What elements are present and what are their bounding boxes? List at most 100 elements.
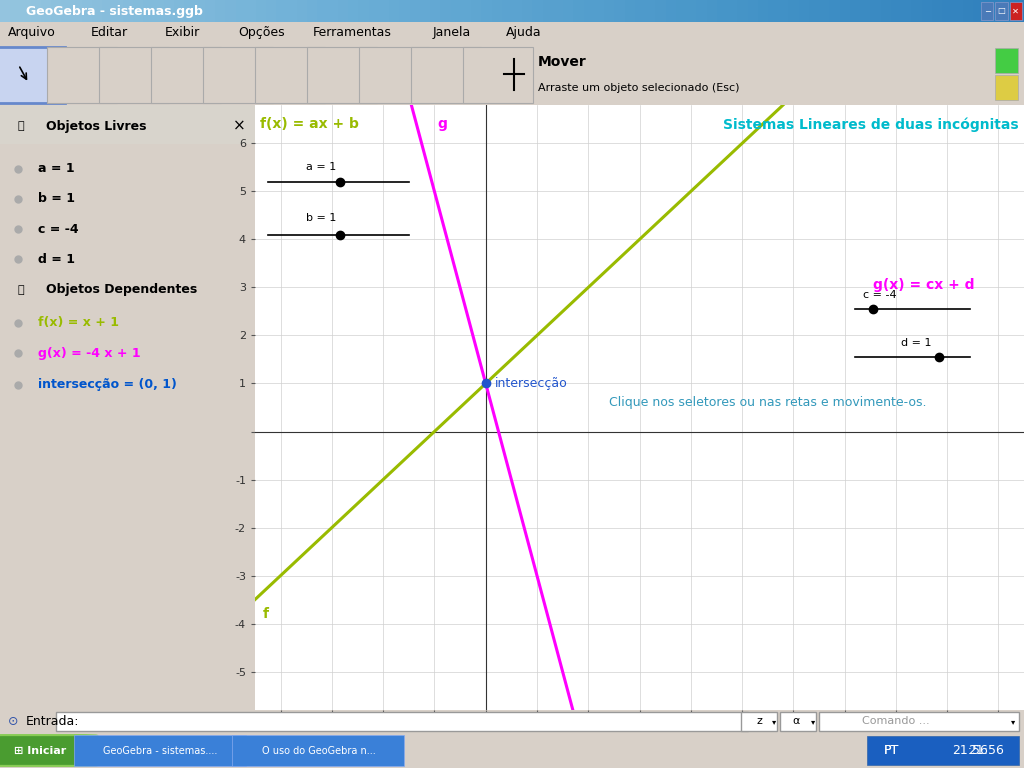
Bar <box>737 0 748 22</box>
Text: Arquivo: Arquivo <box>8 26 56 39</box>
Text: ▾: ▾ <box>1011 717 1015 726</box>
Bar <box>102 0 113 22</box>
Text: ─: ─ <box>985 6 989 15</box>
Bar <box>963 0 973 22</box>
Text: PT: PT <box>884 744 899 757</box>
Text: b = 1: b = 1 <box>306 213 337 223</box>
Bar <box>594 0 604 22</box>
Bar <box>522 0 532 22</box>
Text: Entrada:: Entrada: <box>26 715 79 728</box>
Text: a = 1: a = 1 <box>306 162 337 173</box>
Bar <box>133 0 143 22</box>
Bar <box>399 0 410 22</box>
Bar <box>891 0 901 22</box>
Bar <box>10 0 20 22</box>
Bar <box>328 0 338 22</box>
Bar <box>707 0 717 22</box>
Bar <box>205 0 215 22</box>
Bar <box>922 0 932 22</box>
Bar <box>236 0 246 22</box>
Bar <box>502 0 512 22</box>
Bar <box>983 0 993 22</box>
Bar <box>389 0 399 22</box>
Bar <box>20 0 31 22</box>
Bar <box>696 0 707 22</box>
Bar <box>666 0 676 22</box>
FancyBboxPatch shape <box>203 47 273 102</box>
Text: f(x) = ax + b: f(x) = ax + b <box>260 117 359 131</box>
FancyBboxPatch shape <box>98 47 169 102</box>
Text: ×: × <box>233 119 246 134</box>
Bar <box>573 0 584 22</box>
FancyBboxPatch shape <box>0 105 255 144</box>
Text: 📁: 📁 <box>17 121 25 131</box>
Text: Sistemas Lineares de duas incógnitas: Sistemas Lineares de duas incógnitas <box>723 117 1019 131</box>
FancyBboxPatch shape <box>1010 2 1022 20</box>
Bar <box>901 0 911 22</box>
Bar <box>307 0 317 22</box>
Text: ▾: ▾ <box>811 717 815 726</box>
Bar <box>758 0 768 22</box>
Bar <box>174 0 184 22</box>
Bar <box>61 0 72 22</box>
FancyBboxPatch shape <box>995 75 1018 100</box>
Bar <box>0 0 10 22</box>
Text: a = 1: a = 1 <box>38 162 75 175</box>
Text: Mover: Mover <box>538 55 587 68</box>
Bar <box>870 0 881 22</box>
Text: ⊞ Iniciar: ⊞ Iniciar <box>13 746 67 756</box>
FancyBboxPatch shape <box>74 736 246 766</box>
Text: intersecção: intersecção <box>495 377 567 390</box>
FancyBboxPatch shape <box>463 47 534 102</box>
Text: c = -4: c = -4 <box>862 290 896 300</box>
Bar <box>727 0 737 22</box>
Bar <box>410 0 420 22</box>
Bar <box>92 0 102 22</box>
Text: g(x) = -4 x + 1: g(x) = -4 x + 1 <box>38 346 141 359</box>
Text: 21:56: 21:56 <box>968 744 1004 757</box>
Bar <box>645 0 655 22</box>
Bar <box>543 0 553 22</box>
Text: Arraste um objeto selecionado (Esc): Arraste um objeto selecionado (Esc) <box>538 83 739 93</box>
Bar <box>123 0 133 22</box>
Text: Ferramentas: Ferramentas <box>312 26 391 39</box>
Text: Comando ...: Comando ... <box>862 717 930 727</box>
Text: Janela: Janela <box>432 26 470 39</box>
Text: α: α <box>793 717 800 727</box>
Text: Clique nos seletores ou nas retas e movimente-os.: Clique nos seletores ou nas retas e movi… <box>609 396 927 409</box>
Bar <box>297 0 307 22</box>
FancyBboxPatch shape <box>819 712 1019 730</box>
Bar <box>1004 0 1014 22</box>
Bar <box>225 0 236 22</box>
Text: Exibir: Exibir <box>165 26 200 39</box>
Bar <box>584 0 594 22</box>
Bar <box>932 0 942 22</box>
Bar <box>164 0 174 22</box>
Text: GeoGebra - sistemas.ggb: GeoGebra - sistemas.ggb <box>26 5 203 18</box>
Text: O uso do GeoGebra n...: O uso do GeoGebra n... <box>261 746 376 756</box>
FancyBboxPatch shape <box>307 47 377 102</box>
Bar <box>287 0 297 22</box>
Text: Editar: Editar <box>91 26 128 39</box>
Bar <box>768 0 778 22</box>
Bar <box>799 0 809 22</box>
Bar <box>840 0 850 22</box>
Bar <box>993 0 1004 22</box>
Bar <box>481 0 492 22</box>
Bar <box>246 0 256 22</box>
Bar <box>51 0 61 22</box>
Bar <box>532 0 543 22</box>
Bar <box>420 0 430 22</box>
Text: PT: PT <box>884 744 899 757</box>
FancyBboxPatch shape <box>232 736 404 766</box>
Bar <box>881 0 891 22</box>
FancyBboxPatch shape <box>411 47 481 102</box>
Bar <box>379 0 389 22</box>
Bar <box>748 0 758 22</box>
Text: d = 1: d = 1 <box>38 253 75 266</box>
FancyBboxPatch shape <box>56 712 748 731</box>
Text: 21:56: 21:56 <box>952 744 988 757</box>
Bar <box>276 0 287 22</box>
Bar <box>686 0 696 22</box>
Bar <box>113 0 123 22</box>
